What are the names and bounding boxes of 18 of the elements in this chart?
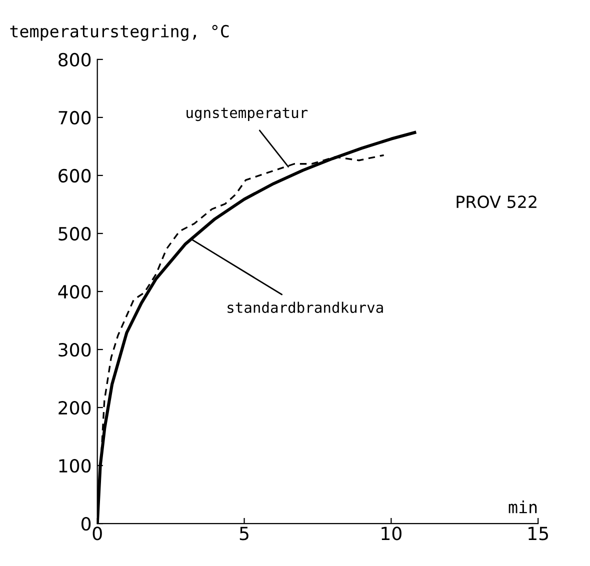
y-tick-label: 0 [81, 517, 91, 531]
x-tick-label: 5 [240, 526, 248, 540]
y-tick-label: 300 [58, 342, 91, 357]
y-tick-label: 700 [58, 110, 91, 125]
x-axis-title: min [508, 500, 537, 514]
annotation: standardbrandkurva [228, 302, 383, 313]
y-tick-label: 400 [58, 284, 91, 299]
annotation: PROV 522 [456, 196, 536, 208]
y-axis-title: temperaturstegring, °C [10, 24, 229, 41]
annotation: ugnstemperatur [186, 108, 308, 122]
y-tick-label: 800 [58, 52, 91, 67]
x-tick-label: 0 [92, 526, 102, 540]
y-tick-label: 200 [58, 400, 91, 415]
y-tick-label: 600 [58, 168, 91, 183]
y-tick-label: 500 [58, 226, 91, 241]
y-tick-label: 100 [59, 458, 91, 473]
x-tick-label: 15 [528, 526, 548, 540]
x-tick-label: 10 [382, 526, 402, 540]
